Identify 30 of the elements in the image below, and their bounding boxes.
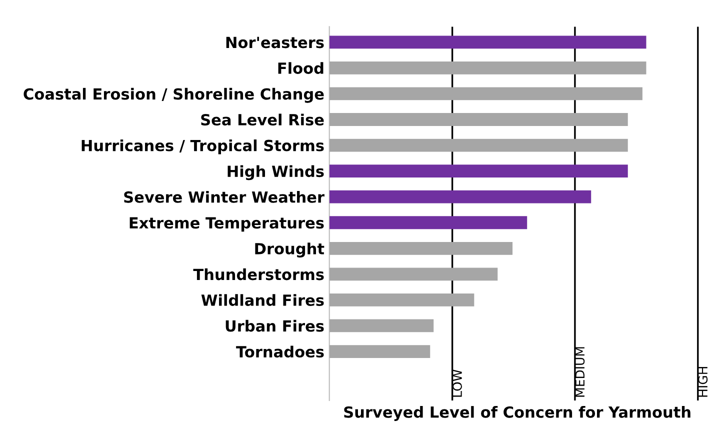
y-tick-label: Sea Level Rise xyxy=(201,114,324,126)
y-tick-label: Drought xyxy=(255,242,324,258)
bar xyxy=(329,138,628,152)
bar xyxy=(329,345,430,358)
bar xyxy=(329,164,628,178)
y-tick-label: Coastal Erosion / Shoreline Change xyxy=(24,88,324,103)
bar xyxy=(329,268,498,281)
ref-line-label: MEDIUM xyxy=(575,347,585,397)
bar xyxy=(329,190,592,204)
y-tick-label: Flood xyxy=(278,62,324,74)
y-tick-label: Urban Fires xyxy=(226,320,324,332)
bar xyxy=(329,242,513,255)
y-tick-label: Hurricanes / Tropical Storms xyxy=(82,139,324,154)
bar xyxy=(329,87,642,100)
bar xyxy=(329,319,434,332)
x-axis-title: Surveyed Level of Concern for Yarmouth xyxy=(344,406,690,421)
ref-line-label: LOW xyxy=(452,370,462,397)
y-tick-label: High Winds xyxy=(228,165,324,180)
y-tick-label: Tornadoes xyxy=(236,346,324,358)
bar xyxy=(329,113,628,126)
bar xyxy=(329,62,646,74)
y-tick-label: Nor'easters xyxy=(226,36,324,48)
y-tick-label: Wildland Fires xyxy=(201,294,324,306)
y-tick-label: Severe Winter Weather xyxy=(124,191,324,203)
ref-line-label: HIGH xyxy=(698,366,708,397)
y-tick-label: Extreme Temperatures xyxy=(130,217,324,232)
bar xyxy=(329,294,474,306)
bar xyxy=(329,36,646,49)
y-tick-label: Thunderstorms xyxy=(193,268,324,280)
bar xyxy=(329,216,528,230)
